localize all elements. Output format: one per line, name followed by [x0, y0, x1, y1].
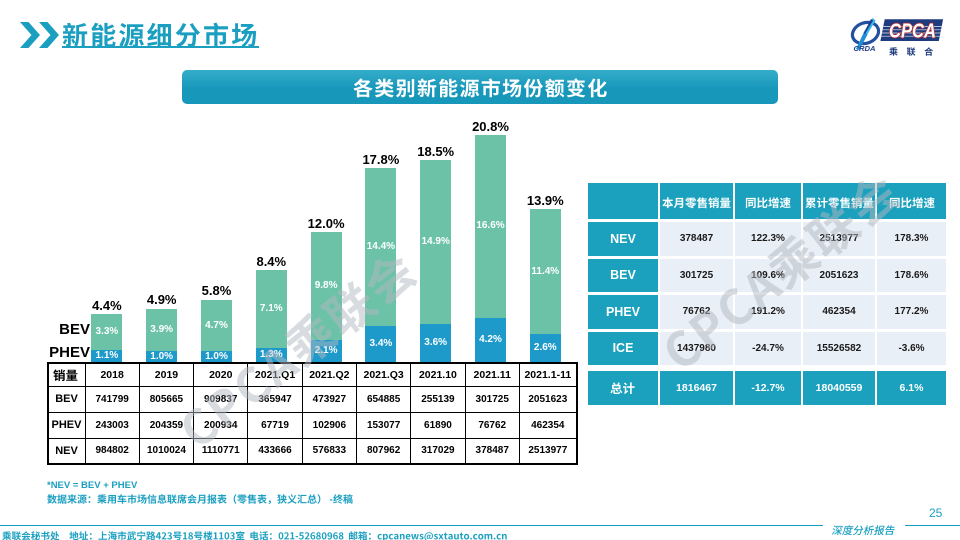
- svg-text:CRDA: CRDA: [854, 46, 876, 53]
- svg-text:CPCA: CPCA: [889, 20, 936, 42]
